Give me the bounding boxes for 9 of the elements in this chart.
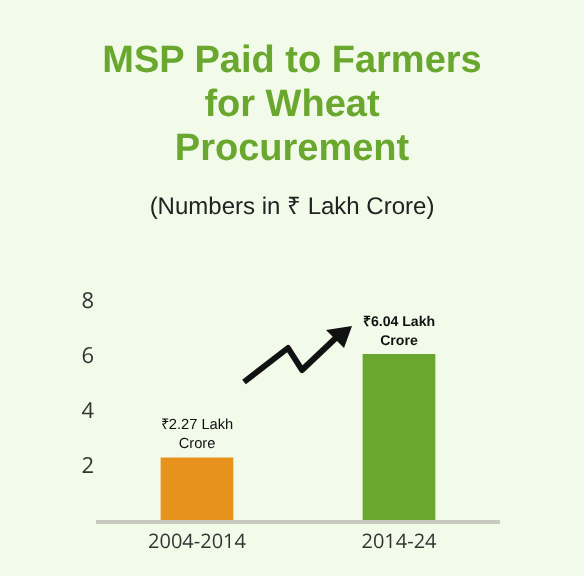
chart-subtitle: (Numbers in ₹ Lakh Crore): [147, 190, 437, 222]
x-tick-label: 2004-2014: [148, 526, 247, 554]
y-tick-label: 2: [81, 450, 94, 481]
y-tick-label: 6: [81, 340, 94, 371]
y-tick-label: 8: [81, 285, 94, 316]
chart-title: MSP Paid to Farmers for Wheat Procurement: [100, 40, 484, 172]
x-tick-label: 2014-24: [361, 526, 438, 554]
data-label: ₹2.27 Lakh Crore: [160, 415, 234, 453]
y-tick-label: 4: [81, 395, 96, 426]
